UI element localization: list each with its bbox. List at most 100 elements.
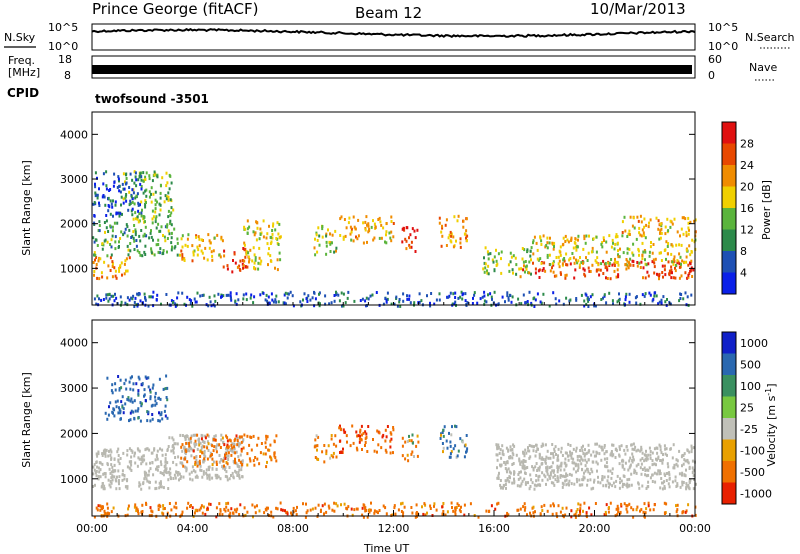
ground-scatter-cell: [591, 470, 594, 474]
power-cell: [643, 294, 646, 298]
velocity-cell: [676, 503, 679, 507]
power-cell: [147, 304, 150, 308]
power-cell: [152, 215, 155, 219]
ground-scatter-cell: [549, 476, 552, 480]
ground-scatter-cell: [647, 480, 650, 484]
power-cell: [585, 302, 588, 306]
power-cell: [528, 260, 531, 264]
power-cell: [165, 293, 168, 296]
power-cell: [641, 241, 644, 245]
ground-scatter-cell: [205, 468, 208, 472]
ground-scatter-cell: [584, 458, 587, 462]
power-cell: [232, 259, 234, 262]
ground-scatter-cell: [570, 473, 573, 477]
power-cell: [366, 223, 368, 227]
ground-scatter-cell: [109, 448, 112, 452]
power-cell: [367, 222, 370, 226]
power-cell: [248, 260, 250, 264]
velocity-cell: [415, 444, 418, 448]
velocity-x-axis: 00:00 04:00 08:00 12:00 16:00 20:00 00:00: [76, 302, 711, 535]
power-cell: [218, 253, 221, 257]
power-cell: [585, 256, 587, 260]
velocity-cell: [555, 512, 558, 516]
power-cell: [350, 238, 353, 242]
power-cell: [416, 228, 419, 232]
ground-scatter-cell: [97, 477, 100, 481]
power-cell: [226, 264, 229, 268]
power-cell: [667, 242, 670, 245]
velocity-cell: [385, 435, 388, 439]
power-cell: [644, 258, 646, 262]
power-cell: [506, 291, 509, 295]
power-cell: [112, 199, 114, 203]
velocity-cell: [617, 507, 620, 511]
power-cell: [548, 241, 551, 245]
power-cell: [644, 236, 647, 240]
velocity-cell: [130, 409, 133, 413]
ground-scatter-cell: [601, 475, 604, 478]
power-cell: [522, 268, 525, 272]
power-cell: [362, 221, 365, 225]
power-cell: [122, 187, 125, 191]
ground-scatter-cell: [506, 460, 509, 464]
ground-scatter-cell: [657, 456, 660, 460]
velocity-cell: [385, 450, 388, 454]
velocity-cell: [446, 446, 449, 450]
power-cell: [166, 181, 169, 185]
velocity-cell: [227, 508, 230, 512]
power-cell: [644, 262, 647, 266]
noise-right-tick-bottom: 10^0: [708, 40, 738, 53]
velocity-cell: [373, 511, 376, 515]
power-cell: [96, 196, 99, 200]
ground-scatter-cell: [695, 482, 697, 486]
power-cell: [131, 200, 134, 204]
power-cell: [149, 231, 152, 235]
velocity-cell: [353, 508, 356, 512]
power-cell: [640, 234, 643, 238]
ground-scatter-cell: [227, 454, 230, 458]
power-cell: [440, 230, 443, 234]
velocity-cell: [113, 408, 116, 412]
power-cell: [150, 235, 153, 239]
ground-scatter-cell: [172, 448, 175, 452]
power-cell: [557, 255, 560, 259]
ground-scatter-cell: [546, 465, 549, 469]
power-cell: [118, 240, 120, 244]
velocity-cell: [119, 378, 122, 382]
power-cell: [487, 293, 489, 297]
power-cell: [509, 294, 512, 297]
power-cell: [448, 233, 451, 237]
noise-right-tick-top: 10^5: [708, 21, 738, 34]
ground-scatter-cell: [202, 459, 205, 463]
velocity-cell: [233, 445, 235, 449]
velocity-cell: [132, 410, 135, 414]
power-cell: [678, 299, 681, 303]
power-cell: [104, 230, 106, 234]
power-cell: [150, 192, 152, 196]
ground-scatter-cell: [240, 464, 243, 468]
power-cell: [242, 297, 245, 301]
power-cell: [139, 203, 141, 207]
power-cell: [279, 258, 282, 262]
power-cell: [321, 227, 324, 231]
power-cell: [606, 277, 609, 280]
power-cell: [629, 215, 632, 219]
power-cell: [591, 246, 594, 250]
ground-scatter-cell: [618, 462, 621, 466]
power-cell: [377, 218, 380, 221]
ground-scatter-cell: [236, 463, 239, 467]
velocity-ylabel: Slant Range [km]: [20, 372, 33, 468]
power-cell: [101, 195, 104, 199]
power-cell: [170, 241, 173, 245]
power-cell: [577, 234, 580, 238]
ground-scatter-cell: [174, 442, 177, 446]
power-cell: [504, 300, 506, 304]
power-cell: [565, 263, 568, 267]
power-cell: [666, 245, 669, 248]
velocity-cell: [233, 508, 236, 512]
power-cell: [206, 258, 209, 262]
ground-scatter-cell: [644, 473, 647, 477]
velocity-cell: [166, 398, 169, 402]
power-cell: [560, 272, 562, 276]
ground-scatter-cell: [559, 468, 562, 472]
